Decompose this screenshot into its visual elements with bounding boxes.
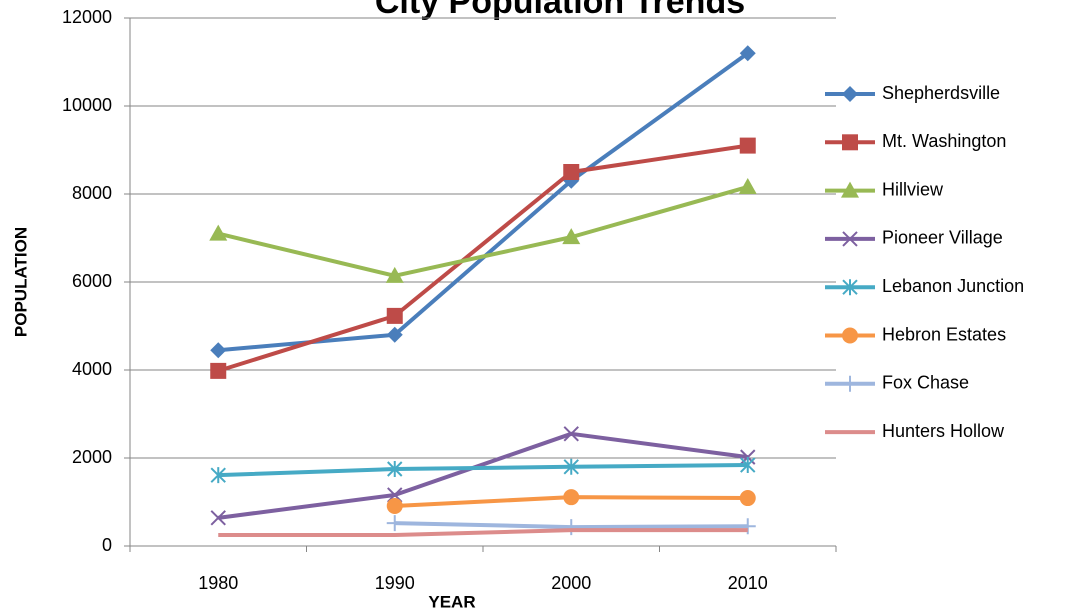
x-tick-label: 1980 <box>198 573 238 593</box>
series-line <box>217 185 749 278</box>
marker <box>210 510 226 526</box>
marker <box>210 342 227 359</box>
marker <box>739 45 756 62</box>
legend-label: Pioneer Village <box>882 228 1003 248</box>
marker <box>842 134 858 151</box>
marker <box>739 490 756 507</box>
marker <box>563 489 580 506</box>
x-axis-label: YEAR <box>428 592 475 611</box>
series-line <box>218 528 748 537</box>
marker <box>563 164 580 180</box>
series-line <box>218 463 748 478</box>
marker <box>842 279 858 296</box>
series-line <box>217 143 749 373</box>
marker <box>386 515 403 532</box>
y-tick-label: 10000 <box>62 95 112 115</box>
legend-label: Hebron Estates <box>882 324 1006 344</box>
marker <box>740 457 756 474</box>
marker <box>209 224 228 241</box>
legend-label: Hunters Hollow <box>882 421 1005 441</box>
marker <box>210 467 226 484</box>
legend-label: Mt. Washington <box>882 131 1006 151</box>
legend-label: Hillview <box>882 179 944 199</box>
marker <box>386 307 403 324</box>
y-tick-label: 12000 <box>62 7 112 27</box>
marker <box>842 86 858 102</box>
marker <box>386 326 403 343</box>
y-tick-label: 2000 <box>72 447 112 467</box>
marker <box>739 137 756 154</box>
marker <box>738 177 757 194</box>
marker <box>210 362 227 379</box>
marker <box>385 266 404 283</box>
series-line <box>218 51 749 353</box>
marker <box>841 181 859 198</box>
marker <box>387 461 403 477</box>
chart-title: City Population Trends <box>375 0 745 21</box>
legend-label: Shepherdsville <box>882 83 1000 103</box>
marker <box>386 497 403 514</box>
y-tick-label: 8000 <box>72 183 112 203</box>
marker <box>563 458 579 475</box>
x-tick-label: 1990 <box>375 573 415 593</box>
marker <box>842 327 858 344</box>
marker <box>842 375 858 392</box>
legend-label: Lebanon Junction <box>882 276 1024 296</box>
marker <box>562 228 581 245</box>
marker <box>842 231 858 247</box>
x-tick-label: 2000 <box>551 573 591 593</box>
y-axis-label: POPULATION <box>11 227 30 337</box>
y-tick-label: 4000 <box>72 359 112 379</box>
y-tick-label: 6000 <box>72 271 112 291</box>
series-line <box>217 431 749 520</box>
marker <box>563 426 579 442</box>
x-tick-label: 2010 <box>728 573 768 593</box>
legend-label: Fox Chase <box>882 373 969 393</box>
y-tick-label: 0 <box>102 535 112 555</box>
marker <box>563 519 580 536</box>
